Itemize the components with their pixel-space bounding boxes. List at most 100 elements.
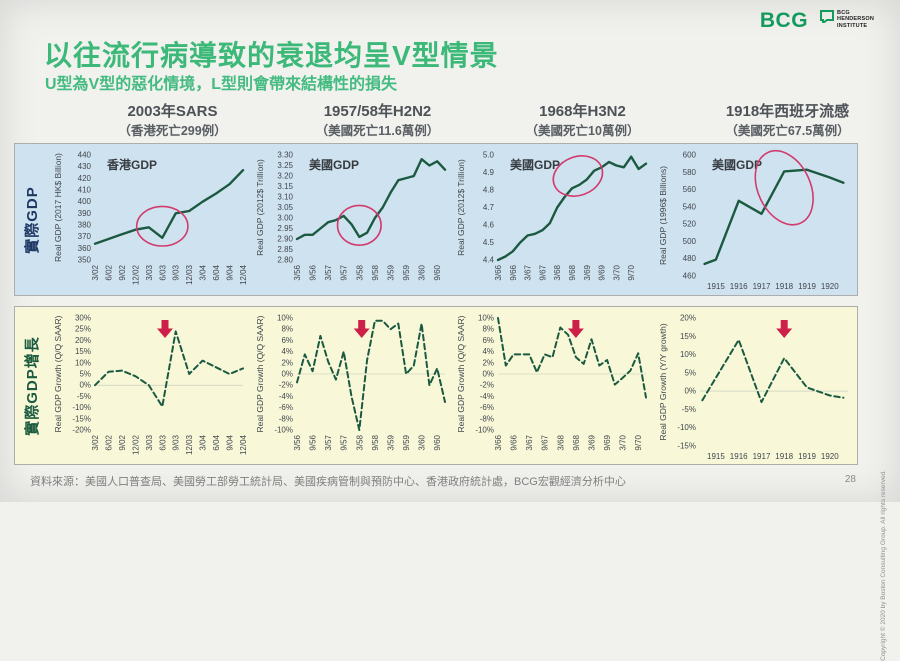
slide-root: BCG BCG HENDERSON INSTITUTE 以往流行病導致的衰退均呈…: [14, 10, 890, 661]
svg-text:480: 480: [682, 254, 696, 263]
copyright-vertical: Copyright © 2020 by Boston Consulting Gr…: [880, 470, 887, 661]
svg-text:6/04: 6/04: [212, 264, 221, 280]
svg-text:9/67: 9/67: [538, 264, 547, 280]
svg-text:9/56: 9/56: [308, 264, 317, 280]
svg-text:6/03: 6/03: [158, 434, 167, 450]
svg-text:8%: 8%: [281, 325, 293, 334]
svg-text:-4%: -4%: [278, 392, 292, 401]
svg-text:9/56: 9/56: [308, 434, 317, 450]
svg-text:2.80: 2.80: [277, 256, 293, 265]
column-subtitle: （香港死亡299例）: [118, 124, 227, 139]
svg-text:10%: 10%: [276, 314, 292, 323]
svg-text:9/66: 9/66: [509, 264, 518, 280]
chart-hk-real-gdp: 350 360 370 380 390 400 410 420 430 440 3/02 6/02 9/…: [51, 147, 253, 298]
svg-text:3/66: 3/66: [494, 434, 503, 450]
svg-text:420: 420: [78, 174, 92, 183]
svg-text:1915: 1915: [707, 282, 725, 291]
column-subtitle: （美國死亡10萬例）: [525, 124, 640, 139]
svg-text:5.0: 5.0: [483, 151, 495, 160]
svg-text:-8%: -8%: [480, 414, 494, 423]
svg-text:12/02: 12/02: [131, 434, 140, 455]
svg-text:1918: 1918: [775, 452, 793, 461]
page-number: 28: [844, 474, 856, 485]
svg-text:6%: 6%: [281, 336, 293, 345]
svg-text:2.95: 2.95: [277, 224, 293, 233]
column-title: 2003年SARS: [127, 103, 218, 120]
svg-text:-5%: -5%: [77, 392, 91, 401]
svg-text:3/56: 3/56: [293, 434, 302, 450]
svg-text:6/03: 6/03: [158, 264, 167, 280]
svg-text:5%: 5%: [684, 368, 696, 377]
svg-text:540: 540: [682, 202, 696, 211]
svg-text:9/57: 9/57: [339, 434, 348, 450]
svg-text:20%: 20%: [679, 314, 695, 323]
svg-text:-6%: -6%: [480, 403, 494, 412]
svg-text:440: 440: [78, 151, 92, 160]
svg-text:-10%: -10%: [475, 426, 494, 435]
svg-text:美國GDP: 美國GDP: [309, 157, 359, 172]
henderson-institute-logo: BCG HENDERSON INSTITUTE: [820, 10, 874, 29]
svg-text:Real GDP (2017 HK$ Billion): Real GDP (2017 HK$ Billion): [53, 153, 63, 262]
svg-text:美國GDP: 美國GDP: [712, 157, 762, 172]
svg-text:20%: 20%: [75, 336, 91, 345]
svg-text:Real GDP (1996$ Billions): Real GDP (1996$ Billions): [658, 166, 668, 265]
svg-text:350: 350: [78, 256, 92, 265]
svg-text:Real GDP Growth (Y/Y growth): Real GDP Growth (Y/Y growth): [658, 323, 668, 440]
svg-text:3/59: 3/59: [386, 264, 395, 280]
svg-text:9/58: 9/58: [370, 434, 379, 450]
svg-text:-15%: -15%: [677, 442, 696, 451]
svg-text:4.9: 4.9: [483, 168, 495, 177]
chart-hk-gdp-growth: -20% -15% -10% -5% 0% 5% 10% 15% 20% 25% 30% 3/02 6/…: [51, 310, 253, 468]
svg-text:Real GDP (2012$ Trillion): Real GDP (2012$ Trillion): [255, 159, 265, 256]
svg-text:3/68: 3/68: [553, 264, 562, 280]
henderson-line: BCG: [837, 10, 850, 16]
svg-text:2.85: 2.85: [277, 245, 293, 254]
column-headers: 2003年SARS （香港死亡299例） 1957/58年H2N2 （美國死亡1…: [70, 103, 890, 139]
svg-text:3/58: 3/58: [355, 434, 364, 450]
svg-text:12/04: 12/04: [239, 264, 248, 285]
chart-svg: 350 360 370 380 390 400 410 420 430 440 3/02 6/02 9/…: [53, 151, 248, 286]
svg-text:9/04: 9/04: [226, 264, 235, 280]
svg-text:410: 410: [78, 186, 92, 195]
svg-text:3.30: 3.30: [277, 151, 293, 160]
svg-text:9/68: 9/68: [568, 264, 577, 280]
svg-text:1920: 1920: [820, 452, 838, 461]
svg-text:15%: 15%: [75, 347, 91, 356]
svg-text:3.20: 3.20: [277, 172, 293, 181]
henderson-institute-text: BCG HENDERSON INSTITUTE: [837, 10, 874, 29]
svg-text:1917: 1917: [752, 452, 770, 461]
svg-text:9/59: 9/59: [402, 434, 411, 450]
svg-text:9/67: 9/67: [541, 434, 550, 450]
svg-text:10%: 10%: [75, 358, 91, 367]
svg-text:-8%: -8%: [278, 414, 292, 423]
chart-svg: 460 480 500 520 540 560 580 600 1915 1916 1917 1918…: [658, 150, 845, 291]
svg-text:3/67: 3/67: [525, 434, 534, 450]
svg-text:1918: 1918: [775, 282, 793, 291]
svg-text:3.25: 3.25: [277, 161, 293, 170]
svg-text:9/60: 9/60: [433, 434, 442, 450]
gdp-level-charts: 350 360 370 380 390 400 410 420 430 440 3/02 6/02 9/…: [51, 144, 857, 298]
svg-text:3/66: 3/66: [494, 264, 503, 280]
svg-text:0%: 0%: [281, 370, 293, 379]
svg-text:3/03: 3/03: [145, 264, 154, 280]
svg-text:500: 500: [682, 237, 696, 246]
quote-bubble-icon: [820, 10, 835, 23]
svg-text:1919: 1919: [798, 282, 816, 291]
svg-text:3/57: 3/57: [324, 264, 333, 280]
svg-text:3/59: 3/59: [386, 434, 395, 450]
svg-text:3/02: 3/02: [91, 434, 100, 450]
svg-text:3/60: 3/60: [417, 264, 426, 280]
svg-text:-2%: -2%: [480, 381, 494, 390]
svg-text:9/02: 9/02: [118, 434, 127, 450]
svg-text:3.15: 3.15: [277, 182, 293, 191]
chart-svg: -20% -15% -10% -5% 0% 5% 10% 15% 20% 25% 30% 3/02 6/…: [53, 314, 248, 456]
svg-text:-10%: -10%: [274, 426, 293, 435]
svg-text:3.00: 3.00: [277, 214, 293, 223]
svg-text:0%: 0%: [684, 387, 696, 396]
svg-text:2%: 2%: [281, 358, 293, 367]
svg-text:3/02: 3/02: [91, 264, 100, 280]
svg-text:3/69: 3/69: [588, 434, 597, 450]
svg-text:3/57: 3/57: [324, 434, 333, 450]
chart-svg: 4.4 4.5 4.6 4.7 4.8 4.9 5.0 3/66 9/66 3/67 9/67 3/6…: [456, 151, 648, 281]
svg-text:3/67: 3/67: [524, 264, 533, 280]
